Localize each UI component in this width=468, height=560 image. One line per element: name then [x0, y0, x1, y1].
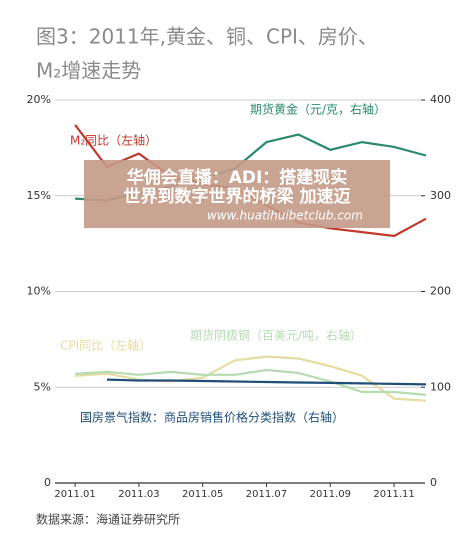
series-line — [75, 355, 427, 402]
x-tick-label: 2011.09 — [310, 489, 351, 500]
plot-area: 0 5% 10% 15% 20% 0 100 200 300 400 2011.01 2011.03 2… — [27, 93, 451, 500]
watermark-url: www.huatihuibetclub.com — [207, 209, 363, 223]
series-label: M₂同比（左轴） — [70, 133, 157, 148]
series-label: 国房景气指数：商品房销售价格分类指数（右轴） — [80, 410, 344, 425]
series-label: CPI同比（左轴） — [60, 338, 151, 353]
watermark: 华佣会直播：ADI：搭建现实 世界到数字世界的桥梁 加速迈 www.huatih… — [84, 160, 390, 228]
y-tick-label: 0 — [44, 476, 51, 489]
x-tick-label: 2011.07 — [246, 489, 287, 500]
y2-tick-label: 100 — [430, 380, 451, 393]
x-tick-label: 2011.03 — [118, 489, 159, 500]
y2-tick-label: 200 — [430, 285, 451, 298]
y2-tick-label: 300 — [430, 189, 451, 202]
y-tick-label: 10% — [27, 285, 51, 298]
chart-subtitle: M₂增速走势 — [36, 59, 141, 83]
y-tick-label: 5% — [34, 380, 51, 393]
series-label: 期货阴极铜（百美元/吨，右轴） — [190, 328, 362, 343]
source-note: 数据来源：海通证券研究所 — [36, 512, 180, 527]
y-tick-label: 15% — [27, 189, 51, 202]
x-tick-label: 2011.11 — [373, 489, 414, 500]
y2-tick-label: 400 — [430, 93, 451, 106]
watermark-banner — [84, 160, 390, 228]
x-tick-label: 2011.05 — [182, 489, 223, 500]
watermark-text: 华佣会直播：ADI：搭建现实 — [127, 167, 348, 188]
series-label: 期货黄金（元/克，右轴） — [250, 102, 386, 117]
x-tick-label: 2011.01 — [54, 489, 95, 500]
chart-title: 图3：2011年,黄金、铜、CPI、房价、 — [36, 25, 378, 49]
watermark-text: 世界到数字世界的桥梁 加速迈 — [124, 186, 351, 207]
y2-tick-label: 0 — [430, 476, 437, 489]
y-tick-label: 20% — [27, 93, 51, 106]
series-line — [75, 368, 427, 396]
series-line — [106, 378, 427, 386]
